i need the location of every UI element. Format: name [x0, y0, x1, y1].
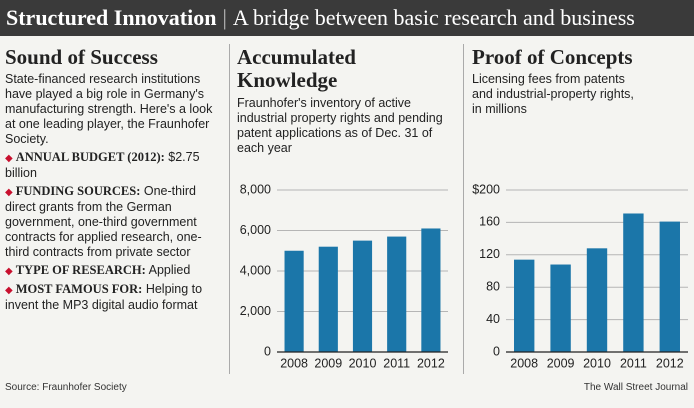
- fact-label: FUNDING SOURCES:: [15, 184, 141, 198]
- bar: [586, 248, 608, 352]
- header-title: Structured Innovation: [6, 5, 217, 30]
- sidebar: Sound of Success State-financed research…: [5, 46, 225, 313]
- x-tick-label: 2010: [349, 356, 377, 370]
- chart: 0 40 80 120 160 $200 2008 2009 2010 2011 2012: [472, 182, 688, 370]
- fact-text: Applied: [148, 263, 191, 277]
- fact: ◆ TYPE OF RESEARCH: Applied: [5, 263, 191, 277]
- bar: [284, 250, 304, 352]
- chart-header: Fraunhofer's inventory of active industr…: [237, 96, 452, 156]
- fact-label: TYPE OF RESEARCH:: [15, 263, 146, 277]
- sidebar-title: Sound of Success: [5, 45, 158, 69]
- y-tick-label: 40: [486, 312, 500, 326]
- x-tick-label: 2012: [417, 356, 445, 370]
- x-tick-label: 2011: [620, 356, 647, 370]
- bar: [352, 240, 373, 352]
- x-tick-label: 2009: [314, 356, 342, 370]
- y-tick-label: 0: [264, 344, 271, 358]
- bar: [659, 221, 680, 352]
- x-tick-label: 2011: [383, 356, 410, 370]
- y-tick-label: 0: [493, 344, 500, 358]
- chart: 0 2,000 4,000 6,000 8,000 2008 2009 2010 2011 201…: [240, 182, 448, 370]
- chart-subtitle: Licensing fees from patents and industri…: [472, 72, 634, 116]
- sidebar-intro: State-financed research institutions hav…: [5, 72, 213, 146]
- source: Source: Fraunhofer Society: [5, 382, 127, 393]
- y-tick-label: 120: [479, 247, 500, 261]
- header: Structured Innovation | A bridge between b…: [0, 0, 694, 36]
- y-tick-label: 4,000: [240, 263, 271, 277]
- x-tick-label: 2009: [547, 356, 575, 370]
- credit: The Wall Street Journal: [583, 382, 688, 393]
- chart-title: Accumulated Knowledge: [237, 45, 356, 92]
- chart-title: Proof of Concepts: [472, 45, 633, 69]
- x-tick-label: 2012: [656, 356, 684, 370]
- chart-header: Accumulated Knowledge: [237, 46, 387, 92]
- fact-text: Helping to invent the MP3 digital audio …: [5, 282, 203, 312]
- y-tick-label: 80: [486, 279, 500, 293]
- bar: [318, 246, 338, 352]
- fact: ◆ ANNUAL BUDGET (2012): $2.75 billion: [5, 150, 200, 180]
- bar: [623, 213, 644, 352]
- bar: [514, 259, 535, 352]
- y-tick-label: $200: [472, 182, 500, 196]
- fact-text: One-third direct grants from the German …: [5, 184, 202, 259]
- fact: ◆ FUNDING SOURCES: One-third direct grant…: [5, 184, 202, 259]
- chart-subtitle: Fraunhofer's inventory of active industr…: [237, 96, 443, 155]
- divider: [463, 44, 464, 374]
- chart-header: Proof of Concepts Licensing fees from pa…: [472, 46, 687, 117]
- bar: [421, 228, 441, 352]
- y-tick-label: 160: [479, 215, 500, 229]
- x-tick-label: 2010: [583, 356, 611, 370]
- y-tick-label: 6,000: [240, 223, 271, 237]
- bar: [387, 236, 407, 352]
- fact: ◆ MOST FAMOUS FOR: Helping to invent the …: [5, 282, 203, 312]
- x-tick-label: 2008: [280, 356, 308, 370]
- fact-label: MOST FAMOUS FOR:: [15, 282, 143, 296]
- header-subtitle: A bridge between basic research and busi…: [232, 5, 635, 30]
- divider: [229, 44, 230, 374]
- y-tick-label: 8,000: [240, 182, 271, 196]
- y-tick-label: 2,000: [240, 304, 271, 318]
- bar: [550, 264, 571, 352]
- x-tick-label: 2008: [510, 356, 538, 370]
- fact-label: ANNUAL BUDGET (2012):: [15, 150, 165, 164]
- fact-text: $2.75 billion: [5, 150, 200, 180]
